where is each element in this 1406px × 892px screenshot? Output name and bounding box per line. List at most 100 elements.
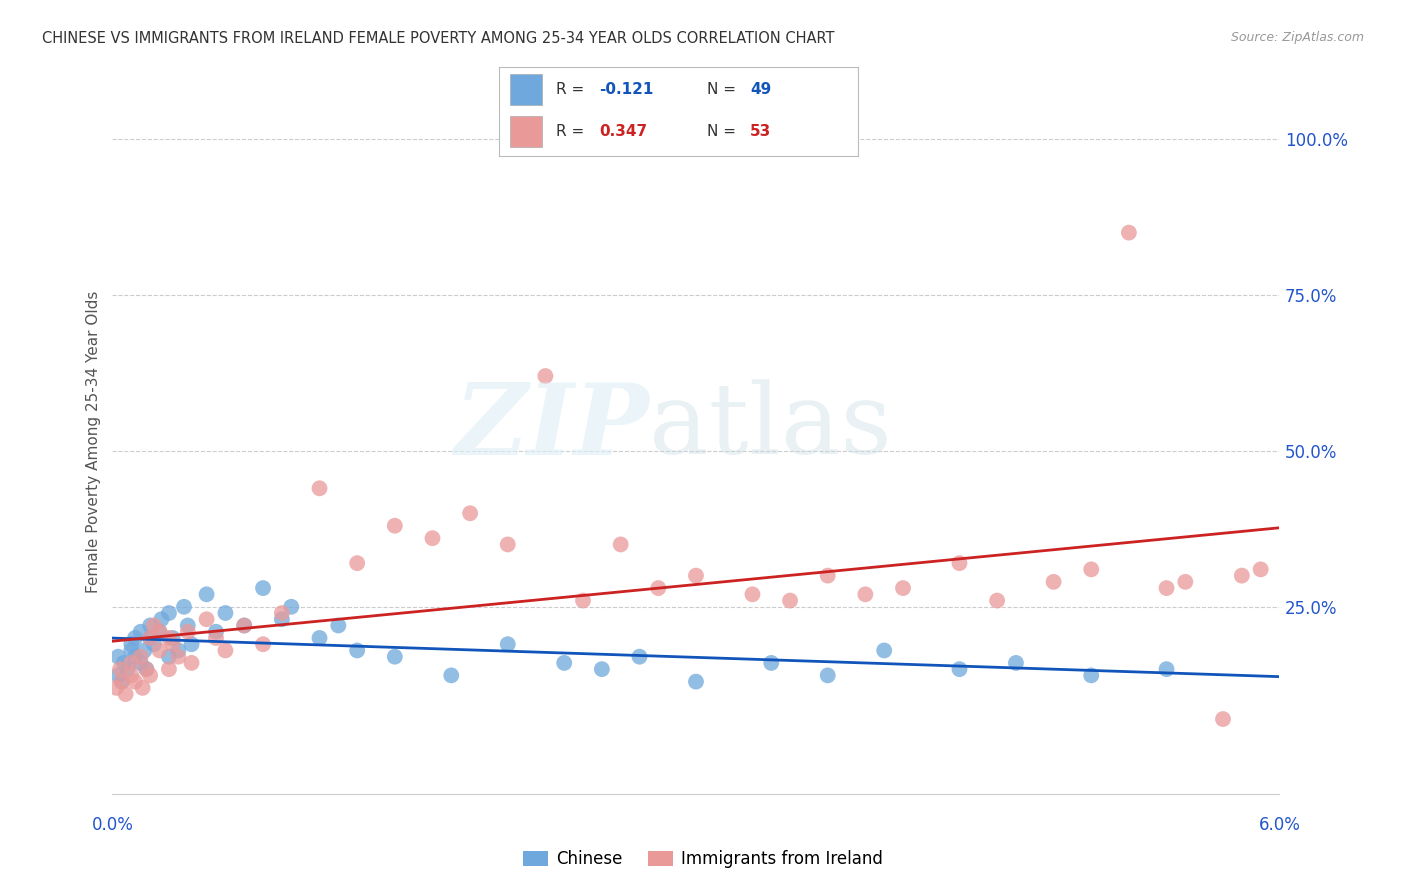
Point bbox=[157, 631, 180, 645]
Point bbox=[135, 662, 157, 676]
Point bbox=[124, 631, 146, 645]
FancyBboxPatch shape bbox=[510, 116, 543, 147]
Point bbox=[214, 643, 236, 657]
Point bbox=[346, 556, 368, 570]
Point bbox=[157, 606, 180, 620]
Point bbox=[205, 624, 228, 639]
Point bbox=[779, 593, 801, 607]
Point bbox=[107, 649, 129, 664]
Text: CHINESE VS IMMIGRANTS FROM IRELAND FEMALE POVERTY AMONG 25-34 YEAR OLDS CORRELAT: CHINESE VS IMMIGRANTS FROM IRELAND FEMAL… bbox=[42, 31, 835, 46]
Point bbox=[105, 681, 128, 695]
Point bbox=[131, 681, 153, 695]
Point bbox=[1250, 562, 1272, 576]
Point bbox=[384, 649, 406, 664]
Point bbox=[817, 668, 839, 682]
Point bbox=[142, 637, 165, 651]
Point bbox=[180, 637, 202, 651]
Point bbox=[139, 631, 162, 645]
Point bbox=[107, 668, 129, 682]
Point bbox=[139, 631, 162, 645]
Point bbox=[308, 631, 330, 645]
Point bbox=[177, 624, 200, 639]
Point bbox=[135, 662, 157, 676]
Point bbox=[1156, 662, 1178, 676]
Point bbox=[233, 618, 256, 632]
Point bbox=[873, 643, 896, 657]
Point bbox=[124, 649, 146, 664]
Point bbox=[205, 631, 228, 645]
Text: ZIP: ZIP bbox=[454, 379, 650, 475]
Legend: Chinese, Immigrants from Ireland: Chinese, Immigrants from Ireland bbox=[516, 844, 890, 875]
Text: 49: 49 bbox=[751, 82, 772, 96]
Point bbox=[177, 618, 200, 632]
Point bbox=[891, 581, 914, 595]
Point bbox=[114, 687, 136, 701]
Point bbox=[440, 668, 463, 682]
Point bbox=[422, 531, 444, 545]
Point bbox=[129, 649, 152, 664]
Point bbox=[853, 587, 876, 601]
Point bbox=[167, 643, 190, 657]
Point bbox=[1230, 568, 1253, 582]
Point bbox=[647, 581, 669, 595]
Point bbox=[150, 612, 173, 626]
Point bbox=[162, 631, 184, 645]
Text: 53: 53 bbox=[751, 124, 772, 138]
Point bbox=[496, 637, 519, 651]
Point bbox=[628, 649, 651, 664]
Point bbox=[108, 662, 131, 676]
Point bbox=[124, 674, 146, 689]
Point bbox=[233, 618, 256, 632]
Point bbox=[458, 506, 481, 520]
Point bbox=[120, 637, 142, 651]
Point bbox=[346, 643, 368, 657]
Point bbox=[817, 568, 839, 582]
Point bbox=[1212, 712, 1234, 726]
FancyBboxPatch shape bbox=[510, 74, 543, 105]
Point bbox=[328, 618, 350, 632]
Point bbox=[685, 674, 707, 689]
Text: 0.0%: 0.0% bbox=[91, 816, 134, 834]
Point bbox=[173, 599, 195, 614]
Point bbox=[270, 606, 292, 620]
Point bbox=[148, 624, 170, 639]
Point bbox=[139, 618, 162, 632]
Point bbox=[120, 643, 142, 657]
Point bbox=[609, 537, 631, 551]
Point bbox=[1080, 668, 1102, 682]
Point bbox=[948, 662, 970, 676]
Point bbox=[142, 618, 165, 632]
Text: 0.347: 0.347 bbox=[599, 124, 648, 138]
Point bbox=[308, 481, 330, 495]
Point bbox=[167, 649, 190, 664]
Point bbox=[111, 674, 134, 689]
Point bbox=[157, 662, 180, 676]
Point bbox=[195, 587, 218, 601]
Point bbox=[111, 674, 134, 689]
Point bbox=[685, 568, 707, 582]
Point bbox=[1156, 581, 1178, 595]
Text: N =: N = bbox=[707, 124, 741, 138]
Point bbox=[741, 587, 763, 601]
Point bbox=[129, 656, 152, 670]
Point bbox=[761, 656, 783, 670]
Point bbox=[214, 606, 236, 620]
Point bbox=[180, 656, 202, 670]
Point bbox=[986, 593, 1008, 607]
Point bbox=[252, 581, 274, 595]
Point bbox=[1042, 574, 1064, 589]
Point bbox=[534, 369, 557, 384]
Point bbox=[195, 612, 218, 626]
Point bbox=[117, 662, 139, 676]
Point bbox=[553, 656, 575, 670]
Point bbox=[148, 643, 170, 657]
Point bbox=[1005, 656, 1028, 670]
Point bbox=[1118, 226, 1140, 240]
Point bbox=[134, 643, 156, 657]
Point bbox=[572, 593, 595, 607]
Text: R =: R = bbox=[557, 124, 589, 138]
Point bbox=[129, 624, 152, 639]
Text: R =: R = bbox=[557, 82, 589, 96]
Point bbox=[252, 637, 274, 651]
Text: N =: N = bbox=[707, 82, 741, 96]
